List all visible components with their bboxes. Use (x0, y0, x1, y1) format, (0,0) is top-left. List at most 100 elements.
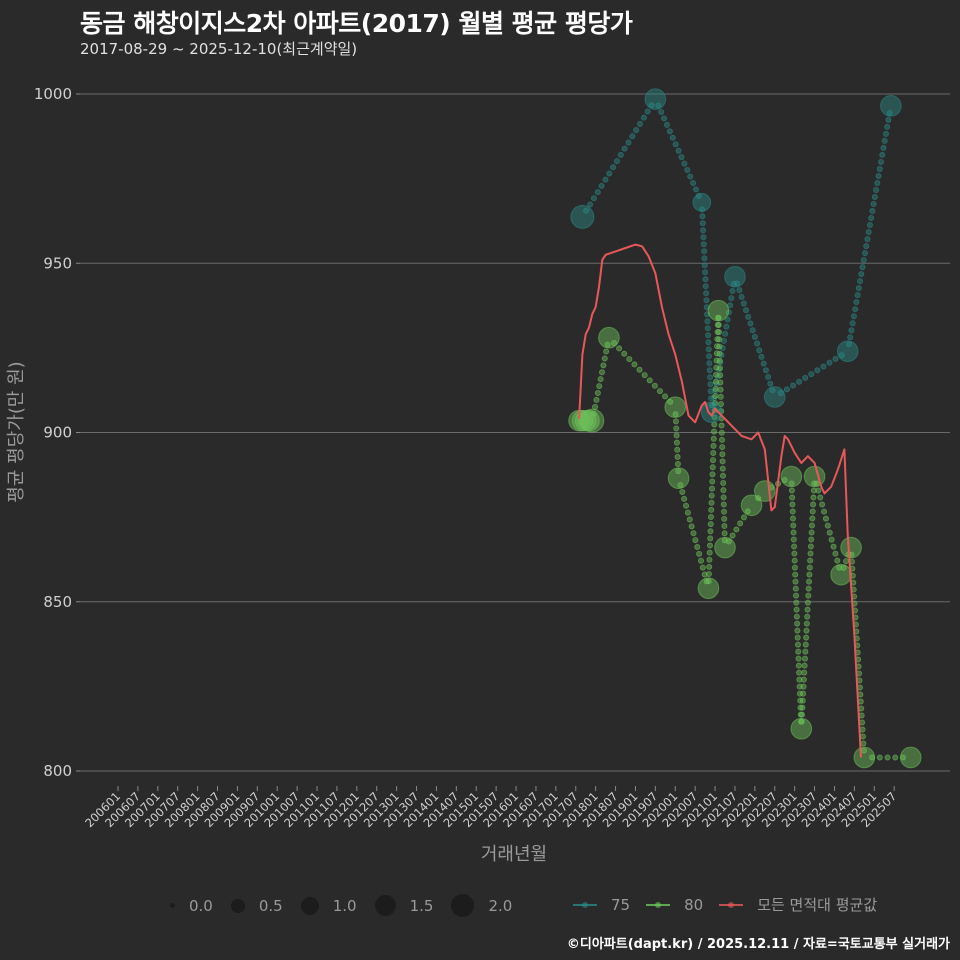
connector-dot (720, 479, 727, 486)
connector-dot (656, 388, 663, 395)
connector-dot (799, 697, 806, 704)
connector-dot (686, 516, 693, 523)
connector-dot (597, 376, 604, 383)
size-legend-label: 2.0 (488, 896, 513, 915)
connector-dot (861, 250, 868, 257)
data-point[interactable] (644, 88, 667, 110)
connector-dot (648, 102, 655, 109)
data-point[interactable] (754, 480, 776, 502)
connector-dot (738, 293, 745, 300)
size-legend-label: 0.5 (258, 896, 283, 915)
data-point[interactable] (598, 326, 620, 349)
connector-dot (853, 299, 860, 306)
data-point[interactable] (830, 563, 852, 586)
connector-dot (767, 380, 774, 387)
connector-dot (797, 704, 804, 711)
connector-dot (707, 514, 714, 521)
connector-dot (655, 102, 662, 109)
connector-dot (815, 487, 822, 494)
connector-dot (707, 381, 714, 388)
connector-dot (794, 620, 801, 627)
connector-dot (708, 492, 715, 499)
connector-dot (641, 372, 648, 379)
connector-dot (801, 662, 808, 669)
connector-dot (672, 411, 679, 418)
connector-dot (840, 564, 847, 571)
data-point[interactable] (724, 265, 746, 288)
connector-dot (808, 522, 815, 529)
connector-dot (711, 414, 718, 421)
connector-dot (606, 170, 613, 177)
connector-dot (706, 542, 713, 549)
data-point[interactable] (697, 577, 720, 600)
connector-dot (869, 208, 876, 215)
data-point[interactable] (790, 717, 813, 740)
connector-dot (734, 280, 741, 287)
connector-dot (704, 325, 711, 332)
series-legend-item[interactable]: 75 (573, 896, 630, 914)
connector-dot (705, 346, 712, 353)
connector-dot (762, 367, 769, 374)
connector-dot (594, 390, 601, 397)
data-point[interactable] (667, 467, 690, 489)
connector-dot (723, 323, 730, 330)
data-point[interactable] (763, 386, 786, 408)
connector-dot (821, 508, 828, 515)
connector-dot (807, 557, 814, 564)
data-point[interactable] (580, 408, 605, 433)
data-point[interactable] (880, 95, 902, 117)
connector-dot (884, 754, 891, 761)
connector-dot (719, 444, 726, 451)
connector-dot (673, 425, 680, 432)
connector-dot (675, 147, 682, 154)
connector-dot (800, 676, 807, 683)
connector-dot (687, 173, 694, 180)
connector-dot (794, 627, 801, 634)
connector-dot (587, 201, 594, 208)
connector-dot (808, 371, 815, 378)
data-point[interactable] (664, 396, 687, 418)
connector-dot (743, 307, 750, 314)
data-point[interactable] (803, 465, 826, 488)
connector-dot (715, 314, 722, 321)
connector-dot (859, 726, 866, 733)
data-point[interactable] (899, 746, 922, 769)
connector-dot (661, 115, 668, 122)
connector-dot (681, 495, 688, 502)
data-point[interactable] (836, 340, 859, 363)
data-point[interactable] (853, 746, 876, 769)
data-point[interactable] (714, 536, 736, 559)
data-point[interactable] (840, 536, 862, 559)
connector-dot (706, 353, 713, 360)
data-point[interactable] (692, 192, 712, 212)
connector-dot (603, 348, 610, 355)
connector-dot (725, 538, 732, 545)
data-point[interactable] (740, 494, 763, 517)
connector-dot (791, 564, 798, 571)
series-legend-item[interactable]: 80 (646, 896, 703, 914)
line-point-icon (646, 898, 671, 912)
connector-dot (801, 655, 808, 662)
connector-dot (699, 564, 706, 571)
connector-dot (690, 530, 697, 537)
data-point[interactable] (578, 409, 600, 432)
data-point[interactable] (780, 465, 803, 488)
line-point-icon (719, 898, 744, 912)
connector-dot (703, 297, 710, 304)
connector-dot (625, 139, 632, 146)
connector-dot (610, 164, 617, 171)
data-point[interactable] (707, 299, 730, 322)
size-circle-icon (374, 895, 396, 916)
y-tick-label: 800 (43, 762, 72, 780)
connector-dot (824, 522, 831, 529)
connector-dot (802, 648, 809, 655)
connector-dot (616, 345, 623, 352)
connector-dot (704, 318, 711, 325)
connector-dot (876, 165, 883, 172)
connector-dot (809, 508, 816, 515)
connector-dot (808, 529, 815, 536)
connector-dot (886, 109, 893, 116)
data-point[interactable] (570, 204, 595, 229)
series-legend-item[interactable]: 모든 면적대 평균값 (719, 894, 877, 915)
